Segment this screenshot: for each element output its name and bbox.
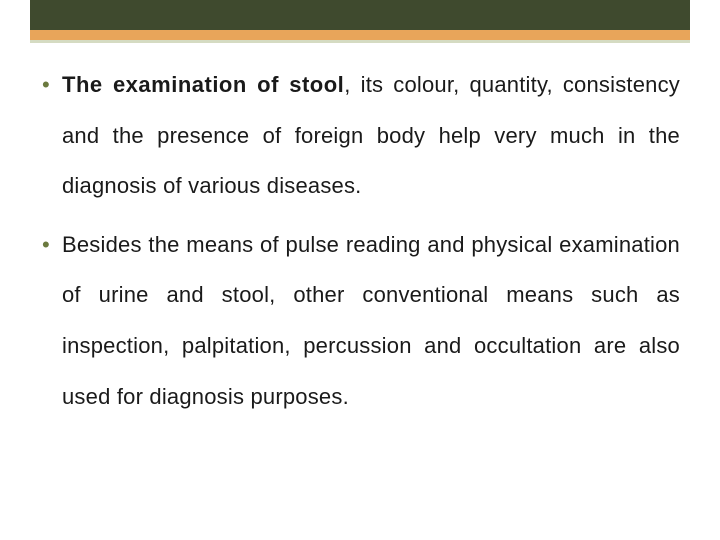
bullet-bold: The examination of stool (62, 72, 344, 97)
bar-light (30, 40, 690, 43)
list-item: The examination of stool, its colour, qu… (40, 60, 680, 212)
slide: The examination of stool, its colour, qu… (0, 0, 720, 540)
list-item: Besides the means of pulse reading and p… (40, 220, 680, 422)
header-bars (0, 0, 720, 43)
bullet-text: Besides the means of pulse reading and p… (62, 232, 680, 409)
bullet-list: The examination of stool, its colour, qu… (40, 60, 680, 422)
content-area: The examination of stool, its colour, qu… (40, 60, 680, 510)
bar-dark (30, 0, 690, 30)
bar-orange (30, 30, 690, 40)
